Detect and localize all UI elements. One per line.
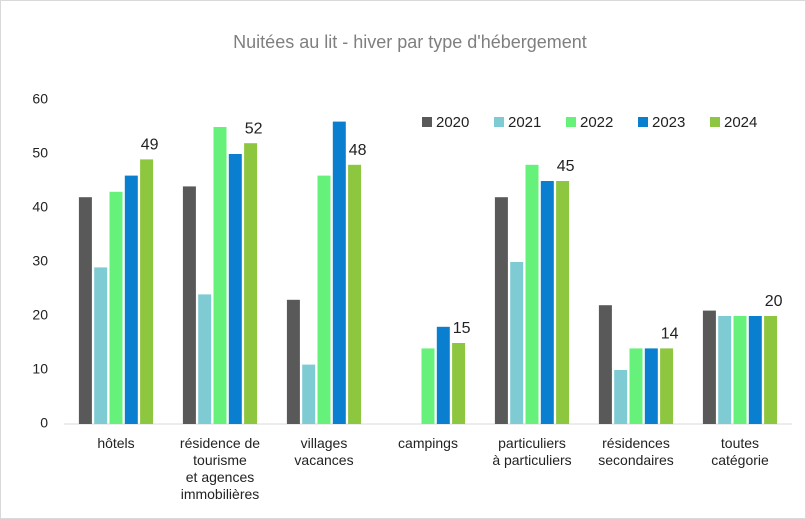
chart-title: Nuitées au lit - hiver par type d'héberg… [233, 32, 587, 52]
bar [317, 175, 331, 424]
legend-swatch [638, 117, 648, 127]
x-tick-label-line: particuliers [498, 435, 566, 451]
legend-label: 2020 [436, 114, 469, 131]
x-tick-label: résidence de tourisme et agences immobilièr… [180, 435, 260, 502]
y-tick-label: 20 [32, 307, 48, 323]
x-tick-label-line: résidence de [180, 435, 260, 451]
bar [733, 316, 747, 424]
bar [124, 175, 138, 424]
x-tick-label: résidences secondaires [598, 435, 674, 468]
x-tick-label-line: secondaires [598, 452, 674, 468]
x-tick-label-line: hôtels [97, 435, 134, 451]
bar [748, 316, 762, 424]
y-tick-label: 50 [32, 145, 48, 161]
data-label: 14 [661, 326, 679, 343]
bar [556, 181, 570, 424]
bar [228, 154, 242, 424]
legend-swatch [710, 117, 720, 127]
x-tick-label-line: vacances [294, 452, 353, 468]
bar [452, 343, 466, 424]
bar [302, 364, 316, 424]
y-tick-label: 30 [32, 253, 48, 269]
bar [94, 267, 108, 424]
legend-swatch [566, 117, 576, 127]
bar [244, 143, 258, 424]
bar [421, 348, 435, 424]
bar [332, 121, 346, 424]
data-label: 48 [349, 142, 367, 159]
bar [348, 164, 362, 425]
bar [213, 127, 227, 424]
bar [286, 299, 300, 424]
data-label: 45 [557, 158, 575, 175]
data-label: 49 [141, 137, 159, 154]
y-tick-label: 10 [32, 361, 48, 377]
bar [540, 181, 554, 424]
x-tick-label-line: à particuliers [492, 452, 571, 468]
legend-label: 2022 [580, 114, 613, 131]
y-tick-label: 60 [32, 91, 48, 107]
y-tick-label: 40 [32, 199, 48, 215]
x-tick-label-line: villages [301, 435, 348, 451]
bar [660, 348, 674, 424]
x-tick-label-line: et agences [186, 469, 255, 485]
bar [614, 370, 628, 424]
bar [198, 294, 212, 424]
legend-swatch [494, 117, 504, 127]
x-tick-label: campings [398, 435, 458, 451]
data-label: 52 [245, 120, 263, 137]
x-tick-label-line: toutes [721, 435, 759, 451]
bar [702, 310, 716, 424]
legend-swatch [422, 117, 432, 127]
bar [436, 326, 450, 424]
bar [78, 197, 92, 424]
bar [494, 197, 508, 424]
bar [644, 348, 658, 424]
x-tick-label-line: catégorie [711, 452, 769, 468]
x-tick-label-line: immobilières [181, 486, 260, 502]
data-label: 15 [453, 320, 471, 337]
bar [598, 305, 612, 424]
y-tick-label: 0 [40, 415, 48, 431]
x-tick-label: toutes catégorie [711, 435, 769, 468]
x-tick-label: hôtels [97, 435, 134, 451]
bar [109, 191, 123, 424]
bar [140, 159, 154, 424]
bar [525, 164, 539, 425]
x-tick-label-line: tourisme [193, 452, 247, 468]
legend-label: 2021 [508, 114, 541, 131]
bar [510, 262, 524, 424]
bar [182, 186, 196, 424]
bar [764, 316, 778, 424]
x-tick-label: villages vacances [294, 435, 353, 468]
legend-label: 2023 [652, 114, 685, 131]
bar [718, 316, 732, 424]
x-tick-label: particuliers à particuliers [492, 435, 571, 468]
x-tick-label-line: campings [398, 435, 458, 451]
data-label: 20 [765, 293, 783, 310]
legend-label: 2024 [724, 114, 757, 131]
x-tick-label-line: résidences [602, 435, 670, 451]
bar [629, 348, 643, 424]
